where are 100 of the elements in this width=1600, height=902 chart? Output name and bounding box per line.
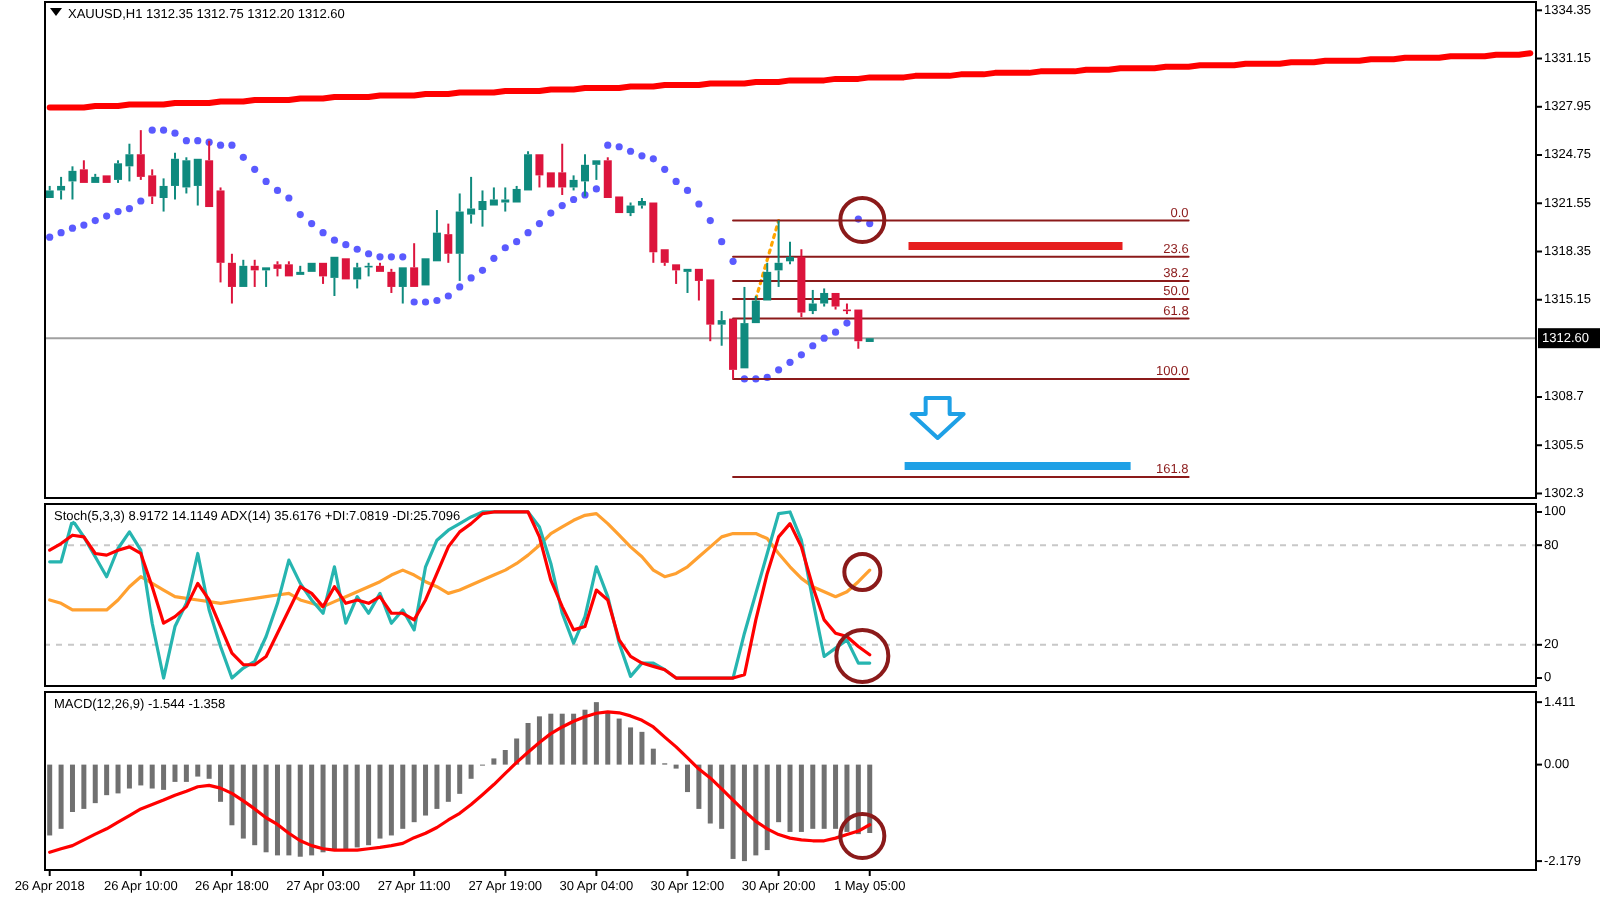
bar <box>719 764 725 829</box>
candlestick <box>91 172 100 183</box>
candlestick <box>273 260 282 278</box>
candlestick <box>672 264 681 285</box>
line-series <box>46 50 1534 111</box>
bar <box>218 764 224 802</box>
candlestick <box>410 242 419 287</box>
bar <box>833 764 839 829</box>
candlestick <box>284 260 293 277</box>
bar <box>343 764 349 851</box>
bar <box>685 764 690 793</box>
candlestick <box>239 258 248 287</box>
bar <box>92 764 98 804</box>
bar <box>502 750 508 765</box>
candlestick <box>649 202 658 264</box>
bar <box>149 764 155 789</box>
candlestick <box>79 159 88 183</box>
bar <box>764 764 770 851</box>
bar <box>240 764 246 839</box>
candlestick <box>729 318 738 380</box>
bar <box>274 764 280 856</box>
bar <box>787 764 793 832</box>
bar <box>354 764 360 848</box>
bar <box>423 764 429 816</box>
bar <box>252 764 258 846</box>
bar <box>400 764 406 829</box>
bar <box>628 727 634 765</box>
bar <box>468 764 474 779</box>
bar <box>491 758 497 765</box>
bar <box>605 711 611 765</box>
bar <box>434 764 440 809</box>
bar <box>115 764 121 794</box>
bar <box>582 709 588 765</box>
bar <box>58 764 64 829</box>
candlestick <box>763 261 772 301</box>
bar <box>126 764 132 789</box>
candlestick <box>808 288 817 316</box>
bar <box>172 764 178 782</box>
candlestick <box>683 268 692 294</box>
candlestick <box>330 256 339 297</box>
candlestick <box>535 154 544 189</box>
bar <box>776 764 782 823</box>
bar <box>104 764 110 796</box>
bar <box>753 764 759 856</box>
bar <box>411 764 417 823</box>
bar <box>81 764 87 809</box>
candlestick <box>717 310 726 347</box>
bar <box>650 748 656 765</box>
candlestick <box>375 261 384 272</box>
candlestick <box>159 177 168 213</box>
bar <box>377 764 383 839</box>
bar <box>571 713 577 765</box>
candlestick <box>660 249 669 267</box>
candlestick <box>626 201 635 218</box>
bar <box>536 716 542 765</box>
bar <box>138 764 144 786</box>
bar <box>741 764 747 862</box>
candlestick <box>319 262 328 285</box>
candlestick <box>592 160 601 181</box>
candlestick <box>774 219 783 288</box>
candlestick <box>820 287 829 308</box>
candlestick <box>831 292 840 311</box>
bar <box>388 764 394 836</box>
bar <box>559 713 565 765</box>
candlestick <box>193 158 202 207</box>
bar <box>206 764 212 779</box>
bar <box>844 764 850 832</box>
bar <box>730 764 736 859</box>
bar <box>297 764 303 857</box>
bar <box>47 764 53 836</box>
candlestick <box>398 267 407 305</box>
bar <box>821 764 827 829</box>
candlestick <box>296 264 305 275</box>
bar <box>286 764 292 856</box>
bar <box>548 713 554 765</box>
bar <box>616 718 622 765</box>
bar <box>161 764 167 790</box>
candlestick <box>102 175 111 183</box>
candlestick <box>262 267 271 288</box>
candlestick <box>216 186 225 284</box>
bar <box>457 764 463 794</box>
candlestick <box>307 262 316 272</box>
bar <box>309 764 315 856</box>
bar <box>69 764 75 812</box>
bar <box>320 764 326 853</box>
candlestick <box>387 267 396 294</box>
candlestick <box>68 165 77 201</box>
bar <box>366 764 372 846</box>
candlestick <box>444 222 453 264</box>
bar <box>331 764 337 851</box>
candlestick <box>637 196 646 210</box>
bar <box>639 731 645 765</box>
candlestick <box>341 258 350 280</box>
candlestick <box>227 252 236 305</box>
candlestick <box>751 294 760 324</box>
bar <box>445 764 451 802</box>
bar <box>183 764 189 782</box>
bar <box>593 702 599 765</box>
bar <box>229 764 235 826</box>
bar <box>195 764 201 777</box>
